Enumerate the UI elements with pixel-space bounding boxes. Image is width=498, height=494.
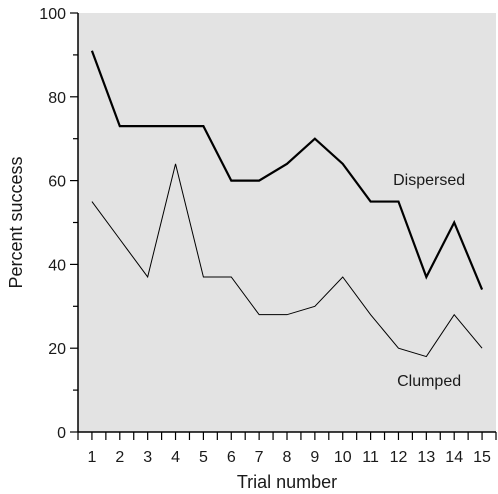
y-tick-label: 20 bbox=[48, 341, 66, 358]
y-tick-label: 80 bbox=[48, 90, 66, 107]
x-tick-label: 9 bbox=[310, 449, 319, 466]
x-tick-label: 14 bbox=[445, 449, 463, 466]
series-label-clumped: Clumped bbox=[397, 373, 461, 390]
plot-area bbox=[78, 13, 496, 432]
x-tick-label: 3 bbox=[143, 449, 152, 466]
y-tick-label: 40 bbox=[48, 257, 66, 274]
series-line-dispersed bbox=[90, 50, 484, 290]
y-tick-label: 100 bbox=[39, 6, 66, 23]
x-tick-label: 7 bbox=[255, 449, 264, 466]
y-axis-title: Percent success bbox=[6, 156, 26, 288]
x-tick-label: 1 bbox=[87, 449, 96, 466]
series-lines bbox=[90, 50, 484, 358]
x-tick-label: 5 bbox=[199, 449, 208, 466]
x-tick-label: 6 bbox=[227, 449, 236, 466]
x-tick-label: 2 bbox=[115, 449, 124, 466]
x-tick-label: 12 bbox=[390, 449, 408, 466]
x-tick-label: 10 bbox=[334, 449, 352, 466]
x-axis-title: Trial number bbox=[237, 472, 337, 492]
x-tick-label: 4 bbox=[171, 449, 180, 466]
series-line-clumped bbox=[91, 163, 483, 358]
y-tick-label: 60 bbox=[48, 174, 66, 191]
x-tick-label: 11 bbox=[362, 449, 379, 466]
series-labels: Dispersed Clumped bbox=[393, 172, 465, 390]
x-tick-label: 13 bbox=[417, 449, 435, 466]
y-tick-label: 0 bbox=[57, 425, 66, 442]
x-tick-label: 15 bbox=[473, 449, 491, 466]
x-tick-label: 8 bbox=[283, 449, 292, 466]
series-label-dispersed: Dispersed bbox=[393, 172, 465, 189]
axis-ticks bbox=[70, 12, 497, 440]
